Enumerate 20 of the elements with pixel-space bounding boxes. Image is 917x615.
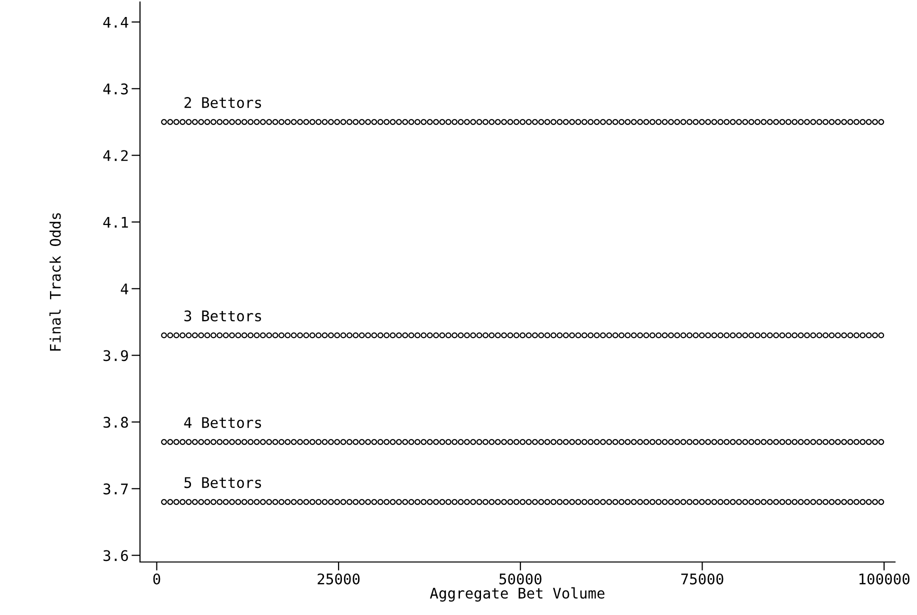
x-tick-label: 0 (153, 573, 160, 584)
y-tick-label: 4.2 (103, 150, 128, 161)
x-tick-label: 75000 (681, 573, 724, 584)
y-tick-label: 3.8 (104, 416, 128, 428)
x-axis-title: Aggregate Bet Volume (430, 587, 604, 602)
y-tick-label: 4.3 (103, 83, 128, 94)
x-tick-label: 100000 (860, 573, 910, 584)
series-label: 3 Bettors (184, 310, 262, 322)
series-label: 5 Bettors (184, 477, 262, 488)
x-tick-label: 25000 (318, 573, 360, 584)
y-tick-label: 3.7 (104, 483, 128, 494)
y-tick-label: 4.4 (103, 16, 128, 28)
y-tick-label: 4.1 (103, 216, 128, 228)
y-tick-label: 4 (120, 284, 128, 294)
series-label: 2 Bettors (184, 97, 262, 108)
series-label: 4 Bettors (184, 417, 262, 428)
y-axis-title: Final Track Odds (49, 213, 61, 351)
x-tick-label: 50000 (499, 573, 542, 584)
y-tick-label: 3.6 (104, 550, 128, 562)
y-tick-label: 3.9 (104, 350, 128, 362)
